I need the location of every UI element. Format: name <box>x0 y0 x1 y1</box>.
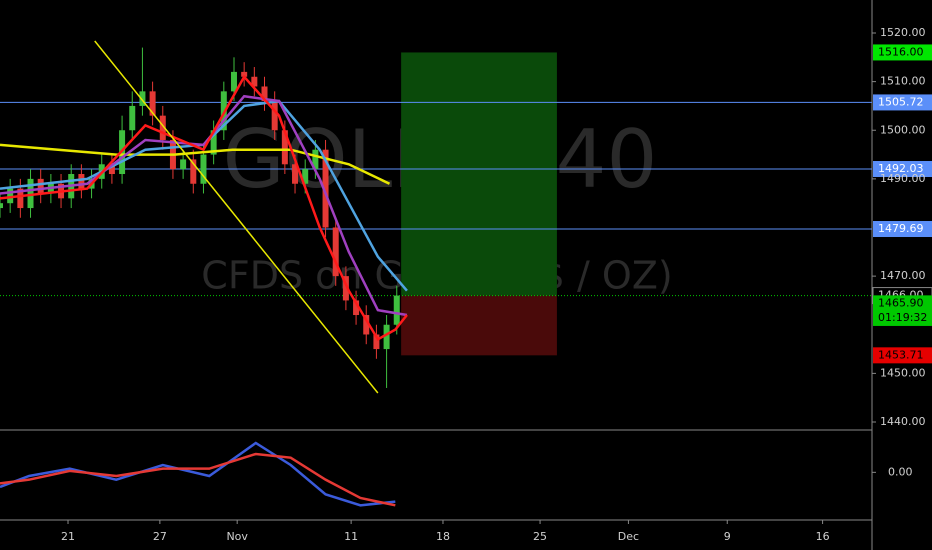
price-label: 01:19:32 <box>878 311 927 324</box>
candle-body <box>139 91 146 106</box>
y-tick-label: 1510.00 <box>880 75 926 88</box>
candle-body <box>363 315 370 335</box>
price-label: 1453.71 <box>878 348 924 361</box>
price-label-bg <box>873 94 932 111</box>
candle-body <box>312 149 319 170</box>
candle-body <box>78 174 85 189</box>
candle-body <box>281 130 288 165</box>
candle-body <box>373 334 380 350</box>
candle-body <box>241 71 248 77</box>
y-tick-label: 1500.00 <box>880 123 926 136</box>
price-label: 1516.00 <box>878 45 924 58</box>
x-tick-label: 16 <box>816 530 830 543</box>
y-tick-label: 1490.00 <box>880 172 926 185</box>
y-tick-label: 1440.00 <box>880 415 926 428</box>
candle-body <box>149 91 156 116</box>
price-label: 1479.69 <box>878 222 924 235</box>
candle-body <box>302 169 309 184</box>
moving-average <box>0 74 408 342</box>
macd-tick-label: 0.00 <box>888 465 913 478</box>
candle-body <box>353 300 360 316</box>
candle-body <box>108 164 115 175</box>
candle-body <box>322 149 329 228</box>
macd-line <box>0 441 396 507</box>
candle-body <box>230 71 237 92</box>
macd-line <box>0 452 396 507</box>
price-label-bg <box>873 221 932 238</box>
x-tick-label: Dec <box>618 530 639 543</box>
x-tick-label: 27 <box>153 530 167 543</box>
y-tick-label: 1470.00 <box>880 269 926 282</box>
y-tick-label: 1450.00 <box>880 366 926 379</box>
moving-average <box>0 94 408 317</box>
candle-body <box>261 86 268 102</box>
price-label: 1465.90 <box>878 296 924 309</box>
candle-body <box>200 154 207 184</box>
position-stop <box>401 295 557 356</box>
price-label: 1492.03 <box>878 162 924 175</box>
candle-body <box>210 130 217 155</box>
candle-body <box>37 178 44 194</box>
candle-body <box>0 203 3 209</box>
price-label-bg <box>873 309 932 326</box>
price-label-bg <box>873 44 932 61</box>
x-tick-label: 25 <box>533 530 547 543</box>
candle-body <box>17 188 24 209</box>
candle-body <box>190 159 197 184</box>
x-tick-label: Nov <box>226 530 248 543</box>
price-label-bg <box>873 347 932 364</box>
candle-body <box>180 159 187 170</box>
price-label-bg <box>873 295 932 312</box>
candle-body <box>129 105 136 131</box>
candle-body <box>27 178 34 209</box>
trendline <box>94 40 379 394</box>
candle-body <box>271 101 278 131</box>
candle-body <box>393 295 400 325</box>
price-label: 1505.72 <box>878 95 924 108</box>
price-label-bg <box>873 161 932 178</box>
candle-body <box>383 324 390 350</box>
y-tick-label: 1520.00 <box>880 26 926 39</box>
moving-average <box>0 99 408 292</box>
candle-body <box>332 227 339 277</box>
moving-average <box>0 143 391 185</box>
candle-body <box>292 164 299 184</box>
x-tick-label: 9 <box>724 530 731 543</box>
candle-body <box>7 188 14 204</box>
candle-body <box>342 276 349 301</box>
x-tick-label: 18 <box>436 530 450 543</box>
candle-body <box>159 115 166 140</box>
position-target <box>401 52 557 296</box>
x-tick-label: 21 <box>61 530 75 543</box>
candle-body <box>251 76 258 87</box>
x-tick-label: 11 <box>344 530 358 543</box>
